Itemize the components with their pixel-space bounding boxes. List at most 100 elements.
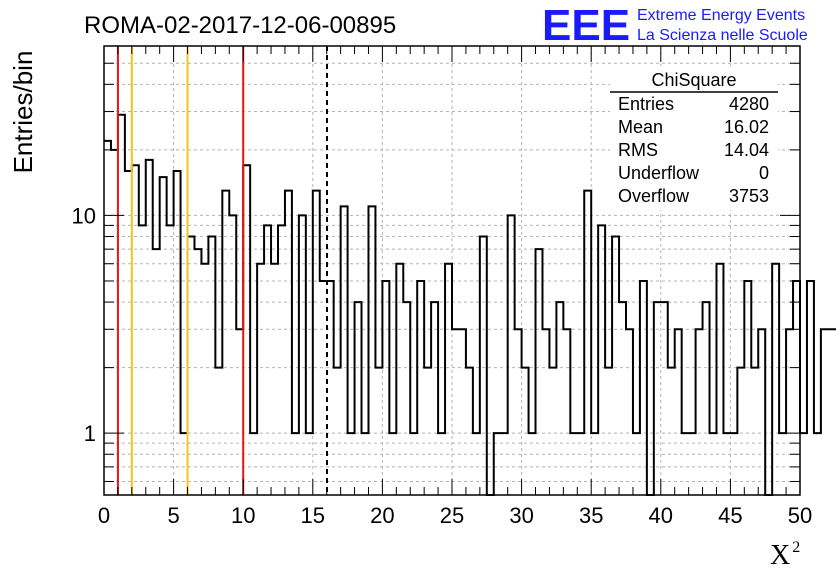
- histogram-bin: [508, 215, 515, 495]
- histogram-bin: [612, 237, 619, 495]
- x-tick-label: 15: [301, 503, 325, 528]
- histogram-bin: [556, 302, 563, 495]
- histogram-bin: [821, 329, 828, 495]
- histogram-bin: [243, 165, 250, 495]
- eee-logo: EEE: [542, 1, 630, 50]
- histogram-bin: [299, 215, 306, 495]
- histogram-bin: [146, 160, 153, 495]
- histogram-bin: [201, 264, 208, 495]
- histogram-bin: [229, 215, 236, 495]
- histogram-bin: [542, 329, 549, 495]
- histogram-bin: [452, 329, 459, 495]
- histogram-bin: [445, 264, 452, 495]
- histogram-bin: [689, 433, 696, 495]
- histogram-bin: [341, 206, 348, 495]
- histogram-bin: [153, 249, 160, 495]
- histogram-bin: [793, 281, 800, 495]
- y-tick-label: 10: [72, 203, 96, 228]
- histogram-bin: [306, 433, 313, 495]
- histogram-bin: [271, 264, 278, 495]
- histogram-bin: [368, 206, 375, 495]
- histogram-bin: [417, 281, 424, 495]
- stats-label: Entries: [618, 94, 674, 114]
- stats-label: RMS: [618, 140, 658, 160]
- histogram-bin: [375, 368, 382, 495]
- histogram-bin: [675, 329, 682, 495]
- histogram-bin: [807, 281, 814, 495]
- x-tick-label: 45: [718, 503, 742, 528]
- histogram-bin: [744, 281, 751, 495]
- histogram-bin: [396, 264, 403, 495]
- x-tick-label: 5: [167, 503, 179, 528]
- histogram-bin: [710, 433, 717, 495]
- x-tick-label: 35: [579, 503, 603, 528]
- x-tick-label: 25: [440, 503, 464, 528]
- histogram-bin: [549, 368, 556, 495]
- stats-value: 0: [759, 163, 769, 183]
- histogram-bin: [181, 433, 188, 495]
- x-tick-label: 50: [788, 503, 812, 528]
- histogram-bin: [208, 237, 215, 495]
- stats-label: Underflow: [618, 163, 700, 183]
- stats-label: Mean: [618, 117, 663, 137]
- histogram-bin: [536, 249, 543, 495]
- histogram-bin: [132, 165, 139, 495]
- histogram-bin: [626, 329, 633, 495]
- histogram-bin: [236, 329, 243, 495]
- histogram-bin: [431, 302, 438, 495]
- histogram-bin: [737, 368, 744, 495]
- histogram-bin: [751, 368, 758, 495]
- histogram-bin: [716, 264, 723, 495]
- histogram-bin: [473, 433, 480, 495]
- histogram-bin: [703, 302, 710, 495]
- histogram-bin: [758, 329, 765, 495]
- logo-line-2: La Scienza nelle Scuole: [637, 27, 808, 44]
- x-tick-label: 0: [98, 503, 110, 528]
- x-tick-label: 40: [649, 503, 673, 528]
- histogram: [104, 113, 836, 496]
- histogram-bin: [438, 433, 445, 495]
- histogram-bin: [577, 433, 584, 495]
- stats-title: ChiSquare: [651, 70, 736, 90]
- histogram-bin: [723, 433, 730, 495]
- histogram-bin: [362, 433, 369, 495]
- x-tick-label: 10: [231, 503, 255, 528]
- stats-value: 14.04: [724, 140, 769, 160]
- histogram-bin: [619, 302, 626, 495]
- histogram-bin: [334, 368, 341, 495]
- stats-label: Overflow: [618, 186, 690, 206]
- marker-lines: [116, 46, 328, 495]
- histogram-bin: [480, 237, 487, 495]
- histogram-bin: [661, 302, 668, 495]
- histogram-bin: [529, 433, 536, 495]
- histogram-bin: [633, 433, 640, 495]
- histogram-bin: [188, 237, 195, 495]
- histogram-bin: [730, 433, 737, 495]
- histogram-bin: [654, 302, 661, 495]
- y-tick-label: 1: [84, 421, 96, 446]
- histogram-bin: [640, 281, 647, 495]
- histogram-bin: [250, 433, 257, 495]
- histogram-bin: [515, 329, 522, 495]
- histogram-bin: [814, 433, 821, 495]
- histogram-bin: [605, 368, 612, 495]
- histogram-bin: [215, 368, 222, 495]
- histogram-bin: [104, 141, 111, 495]
- histogram-bin: [563, 329, 570, 495]
- histogram-bin: [125, 171, 132, 495]
- histogram-bin: [118, 115, 125, 495]
- histogram-bin: [786, 329, 793, 495]
- histogram-bin: [424, 368, 431, 495]
- histogram-bin: [160, 177, 167, 495]
- stats-value: 4280: [729, 94, 769, 114]
- histogram-bin: [828, 329, 835, 495]
- histogram-bin: [466, 368, 473, 495]
- histogram-bin: [570, 433, 577, 495]
- histogram-bin: [522, 368, 529, 495]
- histogram-bin: [459, 329, 466, 495]
- histogram-bin: [355, 302, 362, 495]
- y-axis-label: Entries/bin: [8, 51, 38, 174]
- histogram-bin: [348, 433, 355, 495]
- histogram-bin: [772, 264, 779, 495]
